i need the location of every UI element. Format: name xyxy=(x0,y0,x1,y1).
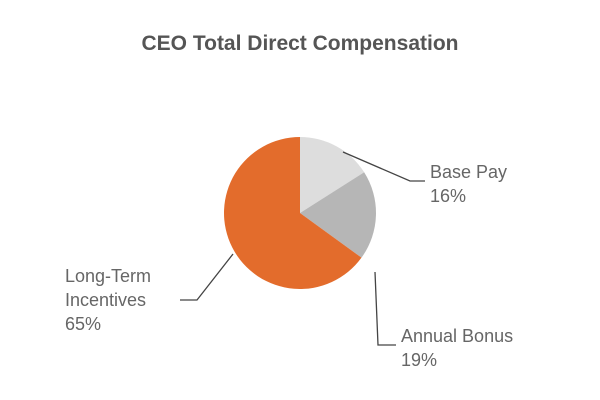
slice-category-label: Incentives xyxy=(65,290,146,310)
slice-label: Annual Bonus 19% xyxy=(401,326,513,370)
pie-slice-annual-bonus xyxy=(300,172,376,258)
leader-line xyxy=(374,271,396,346)
leader-lines xyxy=(180,151,425,346)
slice-label: Base Pay 16% xyxy=(430,162,507,206)
slice-category-label: Base Pay xyxy=(430,162,507,182)
slice-category-label: Long-Term xyxy=(65,266,151,286)
slice-percent-label: 16% xyxy=(430,186,466,206)
slice-labels: Base Pay 16% Annual Bonus 19% Long-Term Incen… xyxy=(65,162,513,370)
pie-slices xyxy=(223,137,376,289)
leader-line xyxy=(342,151,425,182)
pie-slice-base-pay xyxy=(300,137,365,213)
chart-title: CEO Total Direct Compensation xyxy=(142,32,459,55)
slice-percent-label: 65% xyxy=(65,314,101,334)
leader-line xyxy=(180,253,234,301)
slice-label: Long-Term Incentives 65% xyxy=(65,266,151,334)
slice-percent-label: 19% xyxy=(401,350,437,370)
pie-slice-long-term-incentives xyxy=(223,137,362,289)
slice-category-label: Annual Bonus xyxy=(401,326,513,346)
